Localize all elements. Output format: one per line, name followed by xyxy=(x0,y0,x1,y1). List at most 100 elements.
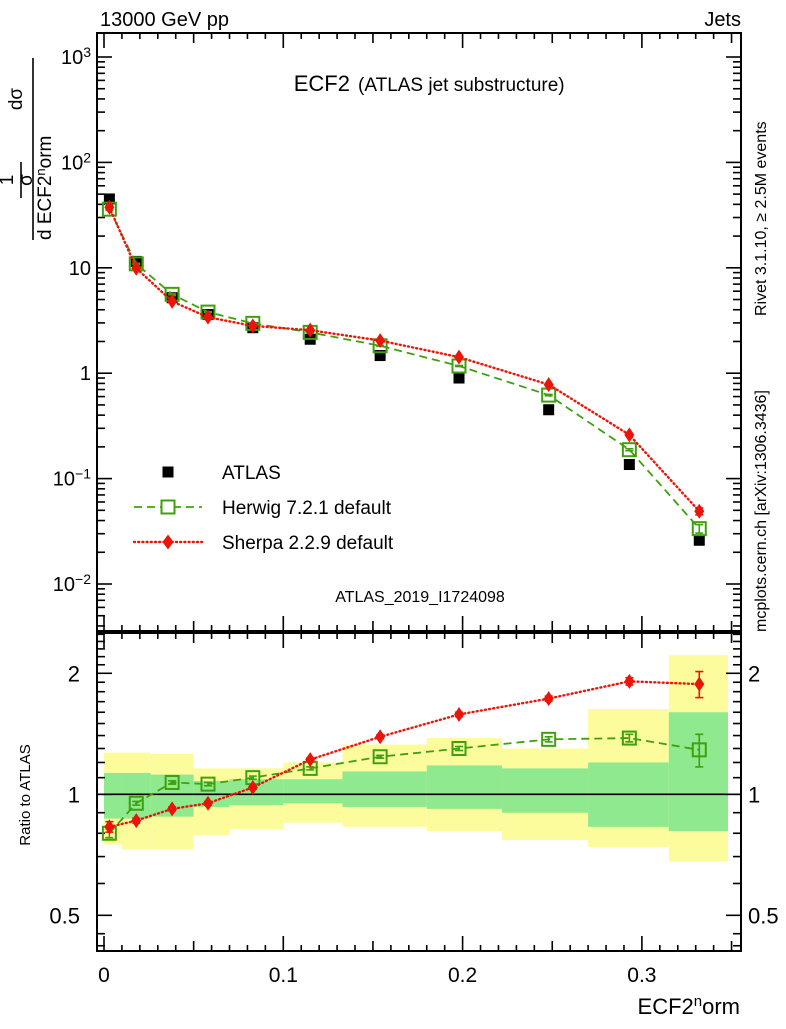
sherpa-ratio-point xyxy=(167,801,178,817)
x-axis-title: ECF2norm xyxy=(638,993,740,1019)
sherpa-ratio-point xyxy=(131,813,142,829)
y-tick-label: 10 xyxy=(69,258,91,280)
legend-item-atlas: ATLAS xyxy=(162,463,281,484)
sherpa-ratio-point xyxy=(375,729,386,745)
legend: ATLAS Herwig 7.2.1 default Sherpa 2.2.9 … xyxy=(132,463,394,554)
sherpa-data-point xyxy=(104,199,115,215)
x-tick-label: 0.2 xyxy=(448,964,477,987)
stat-uncertainty-band xyxy=(426,765,503,809)
herwig-data-point xyxy=(621,442,637,458)
atlas-marker-icon xyxy=(162,466,174,478)
atlas-data-point xyxy=(374,350,386,362)
sherpa-data-point xyxy=(247,318,258,334)
ratio-y-tick-labels: 2 2 1 1 0.5 0.5 xyxy=(49,661,778,928)
sherpa-data-point xyxy=(202,309,213,325)
sherpa-marker-icon xyxy=(162,534,174,550)
y-tick-label: 1 xyxy=(80,363,91,385)
process-label: Jets xyxy=(704,9,741,31)
plot-subtitle: (ATLAS jet substructure) xyxy=(358,75,565,96)
stat-uncertainty-band xyxy=(229,779,284,806)
sherpa-curve xyxy=(108,206,701,513)
herwig-curve xyxy=(108,208,700,530)
sherpa-ratio-point xyxy=(694,676,705,692)
sherpa-data-point xyxy=(305,322,316,338)
ratio-y-tick-label: 1 xyxy=(748,782,760,807)
legend-label-herwig: Herwig 7.2.1 default xyxy=(222,498,392,519)
stat-uncertainty-band xyxy=(668,712,728,832)
main-axis-ticks xyxy=(97,33,741,631)
main-panel: ATLAS_2019_I1724098 ECF2 (ATLAS jet subs… xyxy=(53,32,742,632)
stat-uncertainty-band xyxy=(283,779,343,804)
sherpa-ratio-point xyxy=(305,752,316,768)
sherpa-data-point xyxy=(131,260,142,276)
herwig-ratio-point xyxy=(451,740,467,756)
herwig-data-point xyxy=(691,521,707,537)
ratio-axis-title: Ratio to ATLAS xyxy=(17,744,34,845)
herwig-ratio-point xyxy=(128,795,144,811)
sherpa-data-point xyxy=(543,377,554,393)
atlas-data-point xyxy=(623,459,635,471)
x-tick-label: 0.1 xyxy=(269,964,298,987)
atlas-data-point xyxy=(453,372,465,384)
rivet-version-caption: Rivet 3.1.10, ≥ 2.5M events xyxy=(753,121,770,316)
ylabel-dsigma: dσ xyxy=(6,88,27,111)
y-tick-label: 10−1 xyxy=(53,466,91,491)
ylabel-sigma: σ xyxy=(16,174,37,186)
x-tick-label: 0.3 xyxy=(627,964,656,987)
main-series xyxy=(101,193,707,546)
x-tick-labels: 0 0.1 0.2 0.3 xyxy=(98,964,656,987)
y-tick-label: 103 xyxy=(61,44,91,69)
sherpa-ratio-point xyxy=(104,819,115,835)
sherpa-data-point xyxy=(167,293,178,309)
ratio-series xyxy=(97,670,741,841)
sherpa-ratio-point xyxy=(454,706,465,722)
y-tick-label: 102 xyxy=(61,149,91,174)
x-tick-label: 0 xyxy=(98,964,110,987)
main-y-axis-title: 1 σ dσ d ECF2norm xyxy=(0,58,56,240)
sherpa-ratio-point xyxy=(247,779,258,795)
y-tick-label: 10−2 xyxy=(53,571,91,596)
atlas-data-point xyxy=(543,404,555,416)
sherpa-ratio-point xyxy=(202,795,213,811)
sherpa-data-point xyxy=(694,503,705,519)
herwig-marker-icon xyxy=(160,499,176,515)
ratio-y-tick-label: 0.5 xyxy=(49,903,80,928)
herwig-ratio-point xyxy=(541,731,557,747)
mcplots-caption: mcplots.cern.ch [arXiv:1306.3436] xyxy=(753,390,770,632)
herwig-ratio-point xyxy=(164,774,180,790)
stat-uncertainty-band xyxy=(502,768,589,813)
legend-item-herwig: Herwig 7.2.1 default xyxy=(134,498,392,519)
beam-energy-label: 13000 GeV pp xyxy=(100,9,229,31)
herwig-ratio-point xyxy=(372,749,388,765)
sherpa-data-point xyxy=(454,349,465,365)
atlas-data-point xyxy=(693,534,705,546)
sherpa-data-point xyxy=(375,333,386,349)
plot-title: ECF2 xyxy=(294,71,350,96)
sherpa-ratio-point xyxy=(543,691,554,707)
legend-label-atlas: ATLAS xyxy=(222,463,281,484)
herwig-ratio-point xyxy=(200,776,216,792)
ratio-y-tick-label: 1 xyxy=(68,782,80,807)
watermark: ATLAS_2019_I1724098 xyxy=(335,589,505,606)
ratio-y-tick-label: 2 xyxy=(68,661,80,686)
herwig-ratio-point xyxy=(621,730,637,746)
sherpa-ratio-point xyxy=(624,673,635,689)
ratio-y-tick-label: 0.5 xyxy=(748,903,779,928)
uncertainty-bands xyxy=(104,655,728,862)
atlas-data-point xyxy=(103,193,115,205)
ratio-panel: 2 2 1 1 0.5 0.5 Ratio to ATLAS xyxy=(17,632,779,952)
main-frame xyxy=(96,32,742,632)
stat-uncertainty-band xyxy=(104,772,122,819)
ylabel-denominator: d ECF2norm xyxy=(33,136,56,240)
legend-label-sherpa: Sherpa 2.2.9 default xyxy=(222,533,394,554)
ratio-frame xyxy=(96,632,742,952)
ylabel-one: 1 xyxy=(0,175,18,186)
legend-item-sherpa: Sherpa 2.2.9 default xyxy=(132,533,394,554)
sherpa-ratio-curve xyxy=(108,680,701,829)
stat-uncertainty-band xyxy=(342,771,427,807)
ratio-y-tick-label: 2 xyxy=(748,661,760,686)
sherpa-data-point xyxy=(624,427,635,443)
